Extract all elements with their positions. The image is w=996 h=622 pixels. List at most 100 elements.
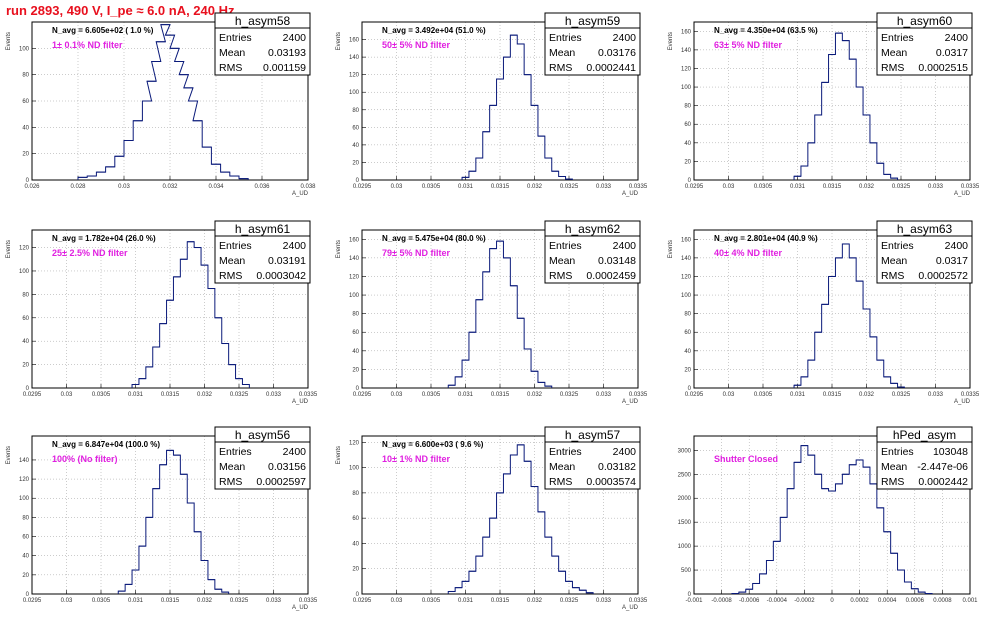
stats-box xyxy=(544,235,641,284)
x-tick-label: 0.03 xyxy=(61,392,73,398)
stat-value: 0.0317 xyxy=(936,47,968,59)
y-axis-label: Events xyxy=(6,32,12,50)
x-axis-label: A_UD xyxy=(954,191,971,197)
x-tick-label: 0.0305 xyxy=(422,184,441,190)
x-tick-label: 0.026 xyxy=(24,184,40,190)
y-tick-label: 140 xyxy=(681,256,692,262)
x-tick-label: 0.0295 xyxy=(685,184,704,190)
histogram-panel-h_asym56: 0.0295 0.03 0.0305 0.031 0.0315 0.032 0.0325 0.… xyxy=(6,426,318,611)
y-tick-label: 160 xyxy=(349,38,360,44)
y-tick-label: 140 xyxy=(349,55,360,61)
stat-value: 2400 xyxy=(613,32,637,44)
stat-value: 2400 xyxy=(283,240,307,252)
y-tick-label: 20 xyxy=(352,567,359,573)
histogram-panel-h_asym59: 0.0295 0.03 0.0305 0.031 0.0315 0.032 0.0325 0.… xyxy=(336,12,648,197)
y-tick-label: 40 xyxy=(684,141,691,147)
navg-label: N_avg = 6.605e+02 ( 1.0 %) xyxy=(52,26,154,35)
y-tick-label: 100 xyxy=(681,293,692,299)
stat-value: 0.0003574 xyxy=(586,476,636,488)
y-axis-label: Events xyxy=(336,32,342,50)
y-tick-label: 120 xyxy=(681,66,692,72)
stat-label: RMS xyxy=(219,270,242,282)
x-tick-label: 0.0315 xyxy=(161,392,180,398)
stats-title-box xyxy=(544,12,641,29)
y-tick-label: 40 xyxy=(352,143,359,149)
x-tick-label: 0.03 xyxy=(61,598,73,604)
y-tick-label: 80 xyxy=(684,312,691,318)
stat-value: 103048 xyxy=(933,446,968,458)
y-tick-label: 40 xyxy=(22,339,29,345)
y-tick-label: 3000 xyxy=(678,448,692,454)
x-tick-label: 0.0325 xyxy=(230,392,249,398)
x-tick-label: 0.033 xyxy=(928,392,944,398)
y-tick-label: 20 xyxy=(352,160,359,166)
stat-label: RMS xyxy=(549,270,572,282)
stats-box xyxy=(544,441,641,490)
y-tick-label: 80 xyxy=(352,312,359,318)
x-tick-label: 0.0335 xyxy=(629,598,648,604)
x-axis-label: A_UD xyxy=(622,399,639,405)
stat-value: 0.0002572 xyxy=(918,270,968,282)
y-tick-label: 60 xyxy=(22,99,29,105)
filter-label: 63± 5% ND filter xyxy=(714,40,782,50)
stat-label: Entries xyxy=(219,240,252,252)
navg-label: N_avg = 1.782e+04 (26.0 %) xyxy=(52,234,156,243)
stat-value: 0.0002459 xyxy=(586,270,636,282)
x-tick-label: 0.0305 xyxy=(92,392,111,398)
y-tick-label: 100 xyxy=(349,90,360,96)
x-tick-label: 0.033 xyxy=(266,598,282,604)
x-tick-label: 0.031 xyxy=(790,184,806,190)
stats-title-box xyxy=(214,220,311,237)
x-tick-label: 0.0315 xyxy=(161,598,180,604)
stat-label: Entries xyxy=(549,240,582,252)
y-tick-label: 140 xyxy=(19,458,30,464)
stat-value: 0.0003042 xyxy=(256,270,306,282)
filter-label: 100% (No filter) xyxy=(52,454,118,464)
y-tick-label: 0 xyxy=(26,386,30,392)
x-tick-label: 0.0325 xyxy=(560,184,579,190)
filter-label: 79± 5% ND filter xyxy=(382,248,450,258)
x-tick-label: -0.0004 xyxy=(767,598,788,604)
stat-label: RMS xyxy=(549,62,572,74)
x-tick-label: 0.031 xyxy=(458,598,474,604)
stat-label: Entries xyxy=(219,32,252,44)
x-tick-label: 0.0305 xyxy=(422,598,441,604)
navg-label: N_avg = 4.350e+04 (63.5 %) xyxy=(714,26,818,35)
histogram-name: h_asym58 xyxy=(235,14,291,28)
y-axis-label: Events xyxy=(668,240,674,258)
stats-title-box xyxy=(876,426,973,443)
stat-label: RMS xyxy=(881,476,904,488)
stat-value: 0.03182 xyxy=(598,461,636,473)
y-tick-label: 0 xyxy=(688,178,692,184)
filter-label: 40± 4% ND filter xyxy=(714,248,782,258)
x-tick-label: 0.0305 xyxy=(422,392,441,398)
stat-label: Mean xyxy=(881,461,907,473)
stat-label: Mean xyxy=(881,47,907,59)
stat-label: Entries xyxy=(881,240,914,252)
stat-label: RMS xyxy=(881,270,904,282)
run-title: run 2893, 490 V, I_pe ≈ 6.0 nA, 240 Hz xyxy=(6,3,235,18)
x-tick-label: 0.032 xyxy=(527,598,543,604)
x-tick-label: 0.031 xyxy=(458,184,474,190)
x-tick-label: 0.0325 xyxy=(560,392,579,398)
histogram-name: h_asym59 xyxy=(565,14,621,28)
x-tick-label: 0.032 xyxy=(162,184,178,190)
x-tick-label: 0.0305 xyxy=(754,392,773,398)
y-tick-label: 40 xyxy=(684,349,691,355)
x-axis-label: A_UD xyxy=(292,399,309,405)
y-tick-label: 120 xyxy=(349,73,360,79)
x-tick-label: 0.036 xyxy=(254,184,270,190)
y-tick-label: 100 xyxy=(681,85,692,91)
y-tick-label: 100 xyxy=(19,46,30,52)
x-tick-label: 0.032 xyxy=(859,392,875,398)
y-tick-label: 80 xyxy=(352,491,359,497)
histogram-panel-hPed_asym: -0.001 -0.0008 -0.0006 -0.0004 -0.0002 0 0.000… xyxy=(678,426,978,604)
stats-title-box xyxy=(544,220,641,237)
y-tick-label: 20 xyxy=(684,159,691,165)
filter-label: 1± 0.1% ND filter xyxy=(52,40,123,50)
y-tick-label: 40 xyxy=(352,349,359,355)
x-tick-label: 0.0295 xyxy=(353,184,372,190)
histogram-panel-h_asym60: 0.0295 0.03 0.0305 0.031 0.0315 0.032 0.0325 0.… xyxy=(668,12,980,197)
y-tick-label: 1500 xyxy=(678,520,692,526)
y-tick-label: 20 xyxy=(352,367,359,373)
